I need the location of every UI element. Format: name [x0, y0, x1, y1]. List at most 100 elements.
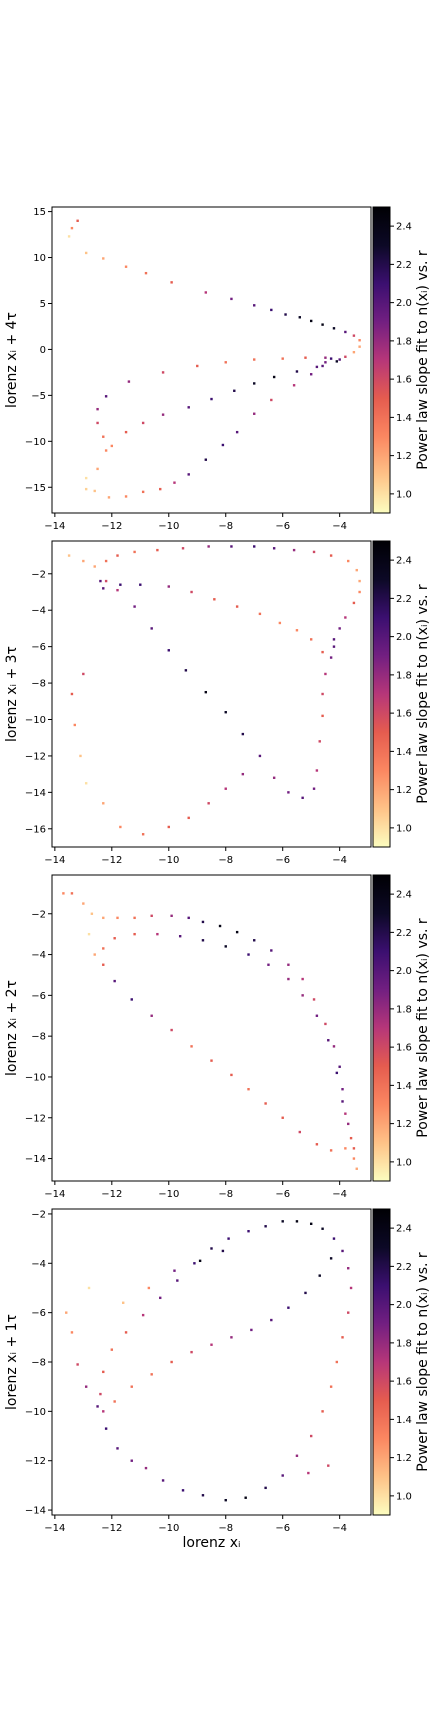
data-point — [270, 398, 273, 402]
axes-frame — [51, 874, 372, 1182]
data-point — [298, 316, 301, 319]
data-point — [204, 458, 208, 461]
data-point — [201, 920, 205, 924]
data-point — [329, 656, 333, 659]
data-point — [221, 1249, 225, 1253]
data-point — [76, 1363, 79, 1366]
data-point — [70, 692, 74, 696]
data-point — [187, 916, 190, 920]
data-points — [65, 1220, 353, 1502]
data-point — [235, 605, 239, 608]
data-point — [355, 1167, 358, 1170]
colorbar-tick-label: 1.6 — [396, 375, 412, 386]
x-tick-label: −8 — [218, 1523, 233, 1534]
data-point — [218, 924, 222, 928]
data-point — [150, 1373, 153, 1376]
data-point — [247, 953, 250, 956]
data-point — [141, 421, 145, 425]
y-axis-label: lorenz xᵢ + 4τ — [4, 312, 20, 408]
data-point — [230, 545, 233, 548]
data-point — [147, 1286, 151, 1290]
data-point — [224, 787, 227, 790]
data-point — [258, 612, 262, 616]
y-tick-label: −2 — [31, 569, 46, 580]
data-point — [190, 590, 193, 594]
data-point — [198, 1259, 202, 1263]
colorbar-tick-label: 1.4 — [396, 1415, 412, 1426]
data-point — [104, 579, 108, 583]
y-axis-label: lorenz xᵢ + 3τ — [4, 646, 20, 742]
x-tick-label: −6 — [275, 521, 290, 532]
data-point — [84, 476, 88, 480]
x-tick-label: −12 — [101, 1523, 122, 1534]
y-tick-label: −12 — [25, 1456, 46, 1467]
data-point — [318, 740, 321, 743]
data-point — [62, 892, 65, 895]
data-point — [99, 1392, 102, 1396]
data-point — [181, 1489, 185, 1492]
data-point — [204, 291, 208, 294]
axes-frame — [51, 206, 372, 514]
colorbar-tick-label: 1.0 — [396, 1491, 412, 1502]
data-point — [161, 1479, 165, 1482]
x-tick-label: −8 — [218, 521, 233, 532]
data-point — [247, 1230, 250, 1233]
data-point — [312, 787, 316, 790]
data-point — [104, 1427, 108, 1430]
data-point — [329, 554, 333, 557]
data-point — [207, 802, 210, 805]
data-point — [352, 1147, 356, 1150]
data-point — [253, 545, 256, 548]
data-point — [210, 397, 213, 401]
data-point — [210, 1343, 213, 1346]
y-tick-label: −6 — [31, 642, 46, 653]
data-point — [315, 1014, 319, 1017]
data-point — [144, 271, 148, 275]
y-axis-label: lorenz xᵢ + 2τ — [4, 980, 20, 1076]
data-point — [119, 825, 122, 829]
data-point — [272, 547, 276, 550]
data-point — [133, 916, 136, 920]
data-point — [190, 1350, 193, 1354]
data-point — [84, 251, 88, 255]
data-point — [247, 1088, 250, 1091]
colorbar-tick-label: 1.8 — [396, 1004, 412, 1015]
data-points — [67, 545, 361, 836]
data-point — [344, 616, 347, 619]
data-point — [204, 690, 208, 694]
data-point — [329, 1149, 333, 1152]
data-point — [230, 297, 233, 301]
colorbar-tick-label: 1.8 — [396, 1338, 412, 1349]
data-point — [338, 358, 341, 361]
data-point — [130, 1385, 133, 1388]
y-tick-label: 15 — [33, 207, 46, 218]
data-point — [70, 1331, 74, 1334]
data-point — [301, 994, 304, 997]
data-point — [156, 932, 159, 936]
data-point — [96, 467, 99, 471]
colorbar-tick-label: 1.4 — [396, 1081, 412, 1092]
data-point — [347, 1122, 350, 1126]
data-point — [170, 1360, 173, 1364]
data-point — [84, 782, 88, 785]
data-point — [292, 548, 296, 552]
colorbar-tick-label: 1.2 — [396, 785, 412, 796]
colorbar: 1.0 1.2 1.4 1.6 1.8 2.0 2.2 2.4 Power law slope … — [372, 540, 431, 848]
y-tick-label: −15 — [25, 483, 46, 494]
data-point — [167, 649, 170, 652]
data-point — [82, 559, 85, 563]
colorbar-gradient — [372, 540, 391, 848]
data-point — [309, 1434, 313, 1438]
data-point — [341, 1336, 344, 1339]
data-point — [315, 769, 319, 772]
data-point — [102, 916, 105, 920]
data-point — [264, 1486, 267, 1490]
data-point — [344, 1147, 347, 1150]
data-point — [315, 365, 319, 369]
data-point — [295, 629, 299, 632]
data-point — [181, 547, 185, 550]
data-point — [99, 579, 102, 583]
data-point — [272, 776, 276, 779]
data-point — [358, 590, 361, 594]
colorbar-gradient — [372, 206, 391, 514]
